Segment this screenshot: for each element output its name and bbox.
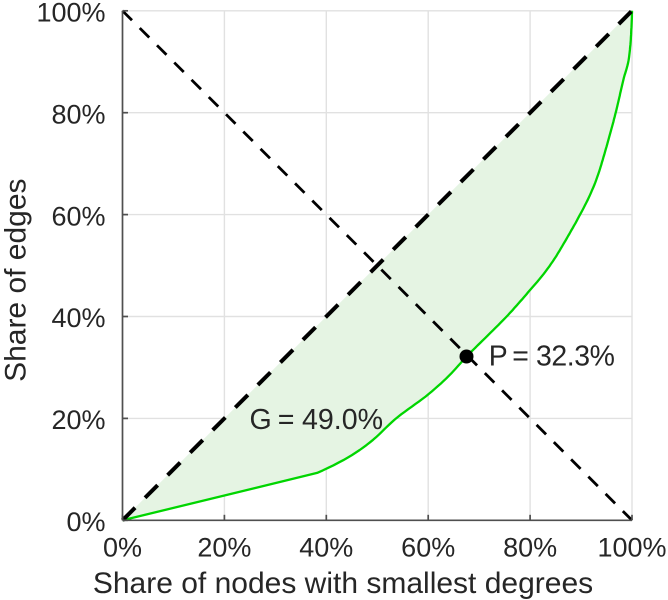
svg-text:80%: 80% (51, 99, 105, 129)
svg-text:80%: 80% (503, 532, 557, 562)
svg-text:0%: 0% (103, 532, 142, 562)
svg-text:P=32.3%: P = 32.3% (489, 341, 615, 373)
svg-text:0%: 0% (66, 507, 105, 537)
svg-text:20%: 20% (197, 532, 251, 562)
svg-text:100%: 100% (597, 532, 666, 562)
svg-text:60%: 60% (401, 532, 455, 562)
svg-text:40%: 40% (299, 532, 353, 562)
svg-text:20%: 20% (51, 405, 105, 435)
svg-text:100%: 100% (36, 0, 105, 28)
svg-text:60%: 60% (51, 201, 105, 231)
svg-text:Share of edges: Share of edges (0, 178, 32, 381)
svg-text:Share of nodes with smallest d: Share of nodes with smallest degrees (93, 567, 593, 600)
svg-text:40%: 40% (51, 303, 105, 333)
svg-text:G=49.0%: G = 49.0% (250, 404, 384, 436)
